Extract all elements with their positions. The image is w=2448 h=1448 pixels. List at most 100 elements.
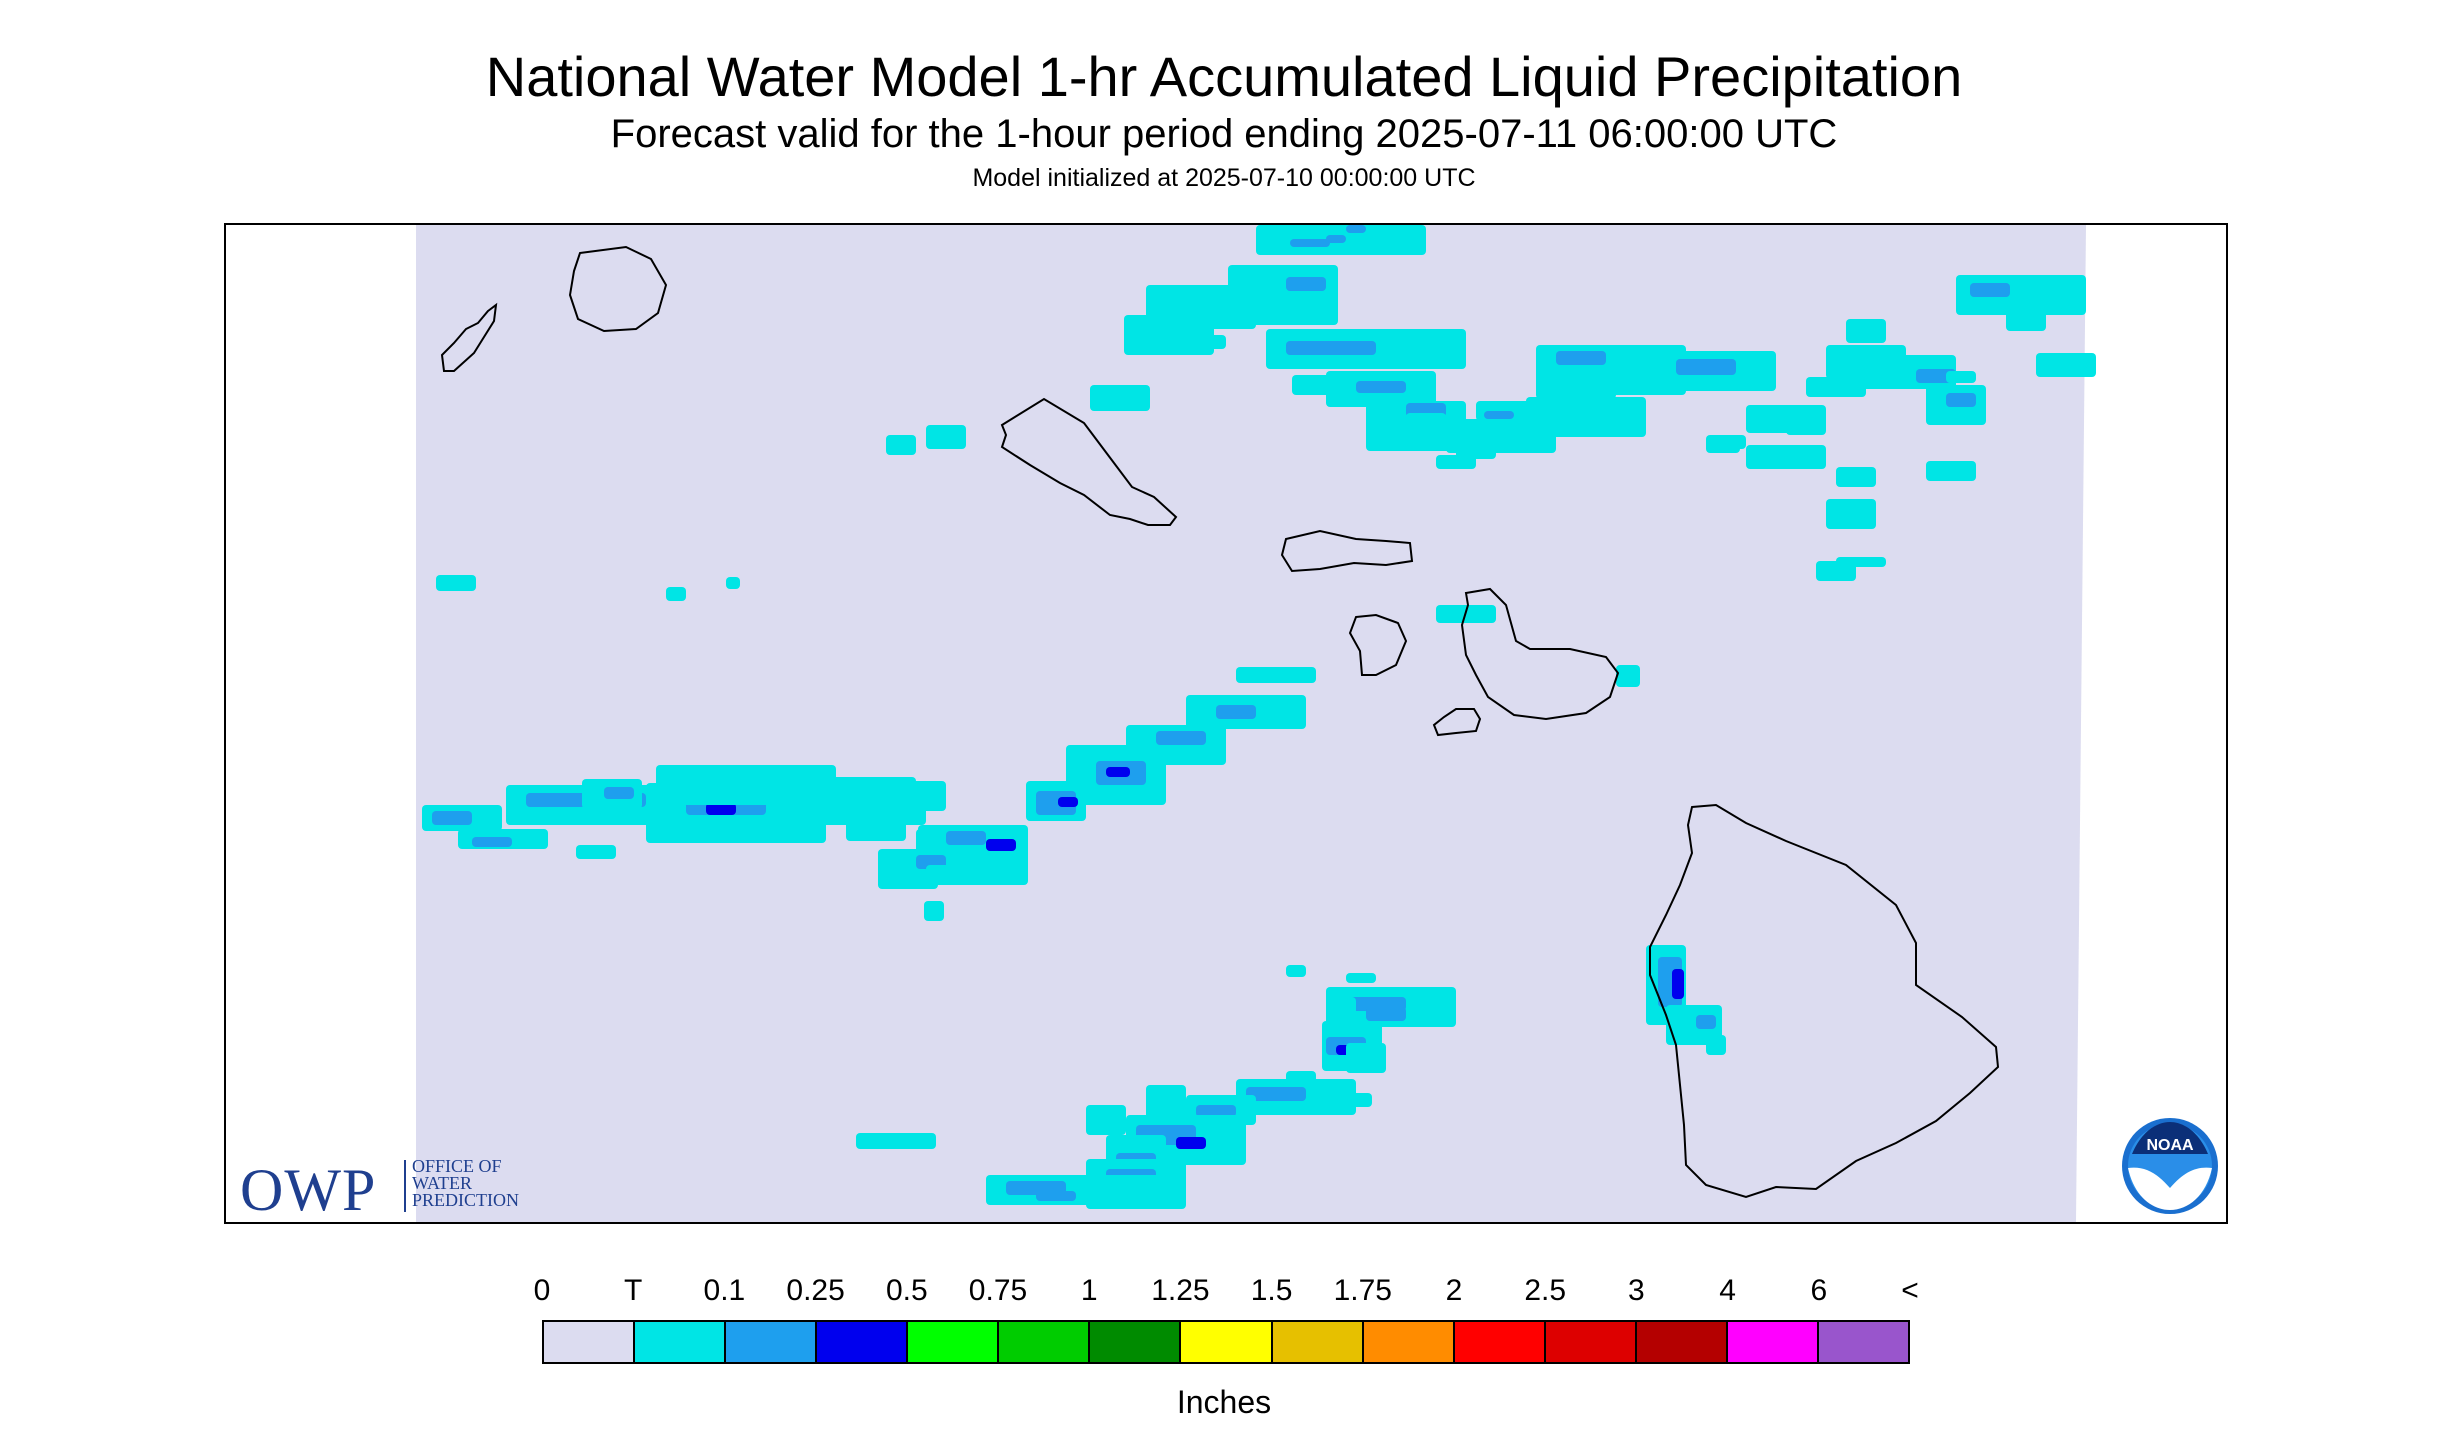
- noaa-sky: [2132, 1122, 2208, 1154]
- precip-cell: [1090, 385, 1150, 411]
- owp-line-3: PREDICTION: [412, 1190, 519, 1210]
- owp-divider: [404, 1160, 406, 1212]
- molokai-coastline: [1280, 529, 1414, 573]
- precip-cell: [1556, 351, 1606, 365]
- legend-tick: <: [1901, 1274, 1919, 1307]
- precip-cell: [1236, 667, 1316, 683]
- legend-tick: 3: [1628, 1274, 1645, 1307]
- precip-cell: [926, 425, 966, 449]
- precip-cell: [1292, 375, 1332, 395]
- owp-office-text: OFFICE OF WATER PREDICTION: [412, 1156, 519, 1210]
- precip-cell: [1842, 507, 1872, 521]
- legend-swatch: [817, 1322, 909, 1362]
- precip-cell: [846, 821, 906, 841]
- precip-cell: [472, 837, 512, 847]
- precip-cell: [1676, 359, 1736, 375]
- precip-cell: [1946, 393, 1976, 407]
- owp-letters: OWP: [240, 1157, 377, 1223]
- precip-cell: [1970, 283, 2010, 297]
- legend-tick: 6: [1810, 1274, 1828, 1307]
- legend-swatch: [1636, 1322, 1728, 1362]
- precip-cell: [1106, 767, 1130, 777]
- coastlines: [440, 245, 2000, 1199]
- kahoolawe-coastline: [1432, 708, 1482, 737]
- precip-cell: [1346, 973, 1376, 983]
- legend-tick: 1: [1080, 1274, 1098, 1307]
- precip-cell: [786, 781, 946, 811]
- niihau-coastline: [440, 302, 498, 372]
- maui-coastline: [1460, 587, 1620, 721]
- precip-cell: [986, 839, 1016, 851]
- noaa-bird-wave: [2128, 1167, 2212, 1210]
- precip-cell: [576, 845, 616, 859]
- precip-cell: [924, 901, 944, 921]
- precip-cell: [1216, 705, 1256, 719]
- precip-cell: [1836, 467, 1876, 487]
- noaa-logo: NOAA: [2122, 1118, 2218, 1214]
- legend-tick: 1.25: [1151, 1274, 1210, 1307]
- precip-cell: [2026, 285, 2066, 315]
- precip-cell: [1286, 277, 1326, 291]
- precip-cell: [1366, 1007, 1406, 1021]
- legend-swatch: [908, 1322, 1000, 1362]
- precip-cell: [1536, 379, 1616, 399]
- precip-cell: [1746, 447, 1776, 467]
- precip-cell: [436, 575, 476, 591]
- legend-swatch: [999, 1322, 1091, 1362]
- precipitation-map: [416, 225, 2096, 1222]
- owp-line-2: WATER: [412, 1173, 472, 1193]
- oahu-coastline: [1000, 397, 1178, 526]
- legend-tick: 2.5: [1524, 1274, 1567, 1307]
- precip-cell: [1456, 439, 1496, 459]
- legend-swatch: [1090, 1322, 1182, 1362]
- precip-cell: [1836, 557, 1886, 567]
- precip-cell: [1286, 1071, 1316, 1085]
- precip-cell: [1326, 235, 1346, 243]
- legend-tick: T: [624, 1274, 643, 1307]
- legend-swatch: [1363, 1322, 1455, 1362]
- precip-cell: [666, 587, 686, 601]
- owp-line-1: OFFICE OF: [412, 1156, 502, 1176]
- precip-cell: [2036, 353, 2096, 377]
- legend-tick: 1.75: [1333, 1274, 1392, 1307]
- map-subtitle: Forecast valid for the 1-hour period end…: [610, 112, 1838, 156]
- precip-cell: [1706, 1035, 1726, 1055]
- precip-cell: [1806, 377, 1866, 397]
- precip-cell: [432, 811, 472, 825]
- kauai-coastline: [568, 245, 668, 333]
- precip-cell: [1332, 1093, 1372, 1107]
- legend-swatch: [726, 1322, 818, 1362]
- precip-cell: [1286, 965, 1306, 977]
- precip-cell: [1286, 341, 1376, 355]
- precip-cell: [926, 865, 1006, 879]
- precip-cell: [1036, 1191, 1076, 1201]
- precip-cell: [1176, 1137, 1206, 1149]
- precip-cell: [1946, 371, 1976, 383]
- precip-cell: [604, 787, 634, 799]
- precip-cell: [1406, 413, 1446, 427]
- legend-tick: 0.25: [786, 1274, 845, 1307]
- precip-cell: [1086, 1105, 1126, 1135]
- legend-ticks: 0 T 0.1 0.25 0.5 0.75 1 1.25 1.5 1.75 2 2.5 3 4 6 <: [534, 1274, 1919, 1310]
- precip-cell: [1346, 225, 1366, 233]
- lanai-coastline: [1348, 613, 1408, 676]
- legend-swatch: [1545, 1322, 1637, 1362]
- legend-tick: 4: [1719, 1274, 1736, 1307]
- precip-cell: [1526, 397, 1646, 437]
- precip-cell: [1484, 411, 1514, 419]
- precip-cell: [1186, 335, 1226, 349]
- precip-cell: [706, 803, 736, 815]
- precip-cell: [946, 831, 986, 845]
- legend-tick: 2: [1445, 1274, 1463, 1307]
- precip-cell: [1346, 1043, 1386, 1073]
- precip-cell: [1156, 731, 1206, 745]
- precip-cell: [1696, 1015, 1716, 1029]
- legend-swatch: [544, 1322, 636, 1362]
- map-title: National Water Model 1-hr Accumulated Li…: [485, 45, 1963, 108]
- precip-cell: [916, 829, 946, 853]
- precip-cell: [726, 577, 740, 589]
- model-init-line: Model initialized at 2025-07-10 00:00:00…: [972, 164, 1476, 192]
- precip-cell: [1058, 797, 1078, 807]
- precip-cell: [1926, 461, 1976, 481]
- legend-swatch: [1272, 1322, 1364, 1362]
